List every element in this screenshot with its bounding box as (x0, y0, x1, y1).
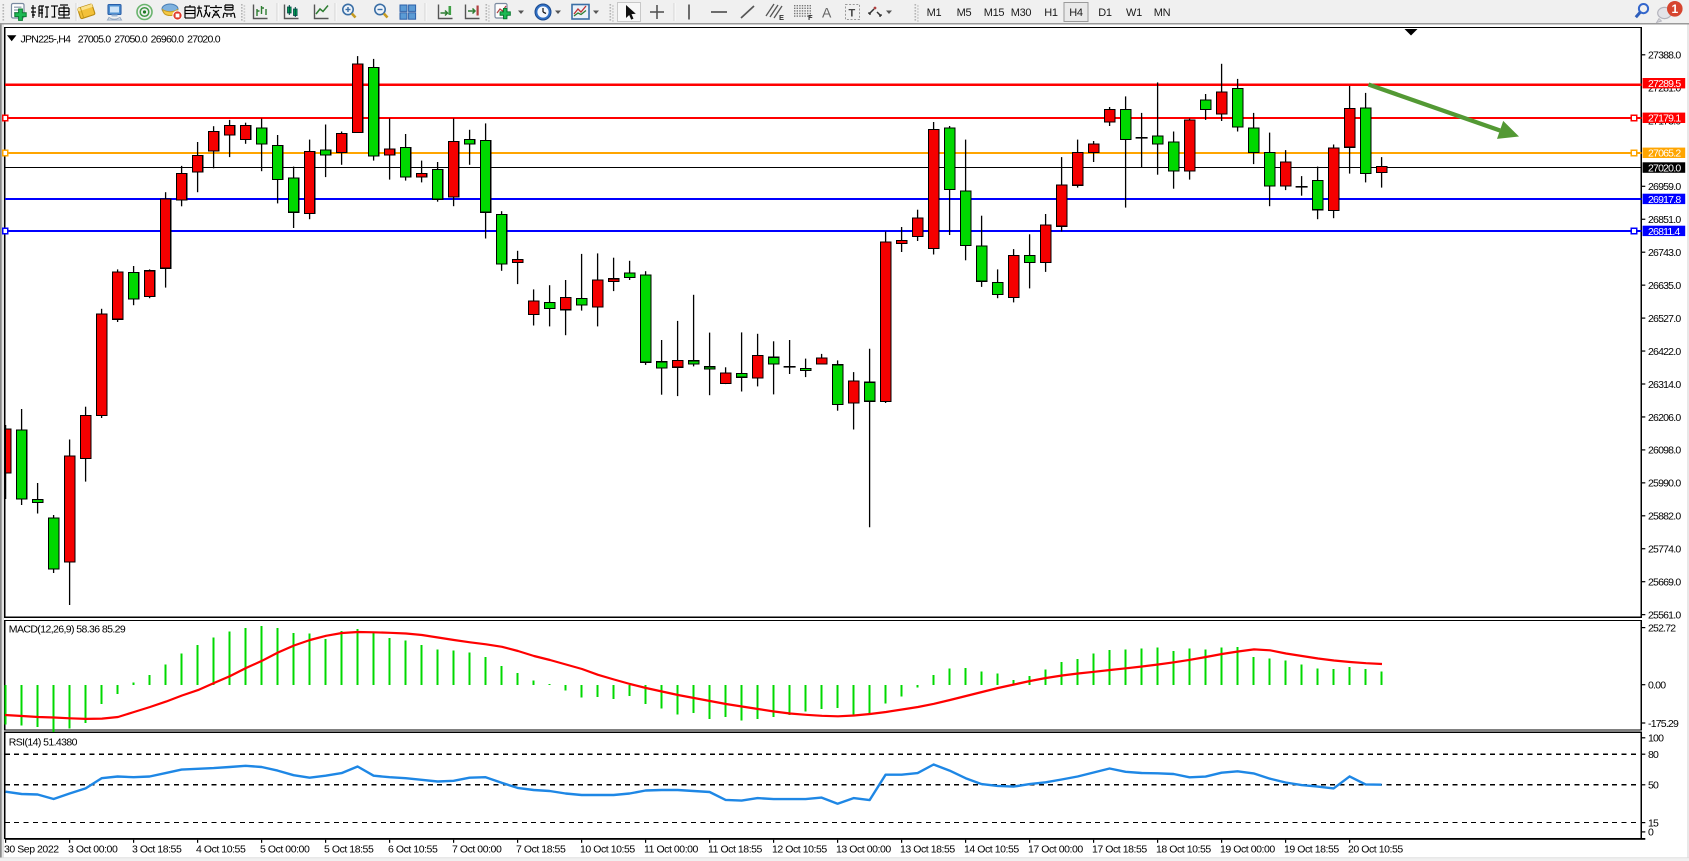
svg-text:0: 0 (1648, 827, 1654, 839)
svg-text:25669.0: 25669.0 (1648, 577, 1681, 589)
svg-text:12 Oct 10:55: 12 Oct 10:55 (772, 844, 827, 856)
svg-text:19 Oct 18:55: 19 Oct 18:55 (1284, 844, 1339, 856)
svg-text:-175.29: -175.29 (1648, 718, 1679, 730)
svg-text:6 Oct 10:55: 6 Oct 10:55 (388, 844, 438, 856)
svg-text:F: F (808, 13, 813, 22)
svg-text:H1: H1 (1044, 7, 1058, 19)
svg-text:25990.0: 25990.0 (1648, 478, 1681, 490)
svg-text:26811.4: 26811.4 (1648, 226, 1681, 238)
svg-text:11 Oct 00:00: 11 Oct 00:00 (644, 844, 699, 856)
svg-text:7 Oct 18:55: 7 Oct 18:55 (516, 844, 566, 856)
svg-text:26743.0: 26743.0 (1648, 247, 1681, 259)
svg-text:26917.8: 26917.8 (1648, 194, 1681, 206)
svg-text:M1: M1 (927, 7, 942, 19)
svg-text:A: A (822, 5, 832, 21)
svg-text:19 Oct 00:00: 19 Oct 00:00 (1220, 844, 1275, 856)
svg-text:M5: M5 (957, 7, 972, 19)
svg-text:20 Oct 10:55: 20 Oct 10:55 (1348, 844, 1403, 856)
svg-text:25561.0: 25561.0 (1648, 609, 1681, 621)
svg-text:MACD(12,26,9) 58.36 85.29: MACD(12,26,9) 58.36 85.29 (9, 624, 126, 636)
svg-text:17 Oct 18:55: 17 Oct 18:55 (1092, 844, 1147, 856)
svg-text:4 Oct 10:55: 4 Oct 10:55 (196, 844, 246, 856)
svg-text:27289.5: 27289.5 (1648, 78, 1681, 90)
svg-text:10 Oct 10:55: 10 Oct 10:55 (580, 844, 635, 856)
svg-text:H4: H4 (1069, 7, 1083, 19)
svg-text:M15: M15 (984, 7, 1005, 19)
svg-text:26422.0: 26422.0 (1648, 346, 1681, 358)
svg-text:0.00: 0.00 (1648, 680, 1666, 692)
svg-text:T: T (849, 8, 856, 20)
svg-text:5 Oct 00:00: 5 Oct 00:00 (260, 844, 310, 856)
svg-text:5 Oct 18:55: 5 Oct 18:55 (324, 844, 374, 856)
svg-text:26959.0: 26959.0 (1648, 181, 1681, 193)
svg-text:13 Oct 00:00: 13 Oct 00:00 (836, 844, 891, 856)
svg-text:15: 15 (1648, 817, 1659, 829)
svg-text:252.72: 252.72 (1648, 622, 1676, 634)
svg-text:3 Oct 00:00: 3 Oct 00:00 (68, 844, 118, 856)
svg-text:7 Oct 00:00: 7 Oct 00:00 (452, 844, 502, 856)
svg-text:26098.0: 26098.0 (1648, 445, 1681, 457)
svg-text:1: 1 (1671, 2, 1678, 16)
svg-text:25774.0: 25774.0 (1648, 544, 1681, 556)
svg-text:26314.0: 26314.0 (1648, 379, 1681, 391)
svg-text:13 Oct 18:55: 13 Oct 18:55 (900, 844, 955, 856)
svg-text:100: 100 (1648, 733, 1664, 745)
svg-text:25882.0: 25882.0 (1648, 511, 1681, 523)
svg-text:M30: M30 (1011, 7, 1032, 19)
svg-text:JPN225-,H4 27005.0 27050.0 26: JPN225-,H4 27005.0 27050.0 26960.0 27020… (21, 33, 221, 45)
svg-text:3 Oct 18:55: 3 Oct 18:55 (132, 844, 182, 856)
svg-text:27020.0: 27020.0 (1648, 162, 1681, 174)
svg-text:RSI(14) 51.4380: RSI(14) 51.4380 (9, 736, 78, 748)
svg-text:E: E (779, 13, 784, 22)
svg-text:26527.0: 26527.0 (1648, 313, 1681, 325)
svg-text:80: 80 (1648, 749, 1659, 761)
svg-text:11 Oct 18:55: 11 Oct 18:55 (708, 844, 763, 856)
svg-text:26635.0: 26635.0 (1648, 280, 1681, 292)
svg-text:27065.2: 27065.2 (1648, 148, 1681, 160)
svg-text:27388.0: 27388.0 (1648, 50, 1681, 62)
svg-text:30 Sep 2022: 30 Sep 2022 (4, 844, 59, 856)
svg-text:14 Oct 10:55: 14 Oct 10:55 (964, 844, 1019, 856)
svg-text:17 Oct 00:00: 17 Oct 00:00 (1028, 844, 1083, 856)
svg-text:W1: W1 (1126, 7, 1142, 19)
svg-text:MN: MN (1154, 7, 1171, 19)
svg-text:18 Oct 10:55: 18 Oct 10:55 (1156, 844, 1211, 856)
svg-text:27179.1: 27179.1 (1648, 113, 1681, 125)
svg-text:26851.0: 26851.0 (1648, 214, 1681, 226)
svg-text:26206.0: 26206.0 (1648, 412, 1681, 424)
svg-text:D1: D1 (1098, 7, 1112, 19)
svg-text:50: 50 (1648, 780, 1659, 792)
